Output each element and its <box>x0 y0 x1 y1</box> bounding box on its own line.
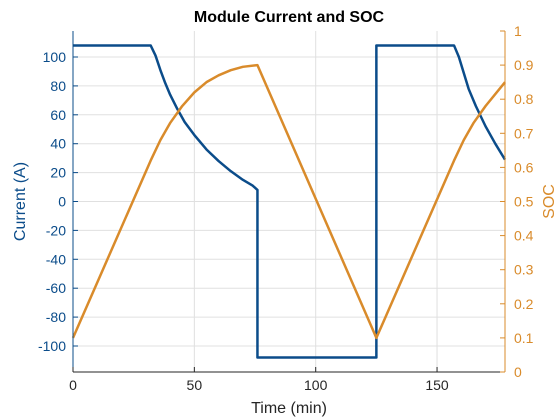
series-current-line <box>73 44 507 359</box>
y-left-tick-label: 60 <box>50 107 66 123</box>
y-left-tick-label: 20 <box>50 165 66 181</box>
chart-title: Module Current and SOC <box>194 9 385 26</box>
x-tick-label: 0 <box>69 377 77 393</box>
series-soc-line <box>71 63 506 340</box>
ticks: 0 50 100 150 100 80 60 40 20 0 -20 -40 -60 -80 -100 1 0.… <box>38 23 534 393</box>
y-left-tick-label: 40 <box>50 136 66 152</box>
y-right-tick-label: 0.1 <box>514 330 534 346</box>
y-left-tick-label: 0 <box>58 194 66 210</box>
y-left-tick-label: -100 <box>38 338 66 354</box>
x-tick-label: 50 <box>187 377 203 393</box>
y-left-tick-label: -60 <box>46 280 66 296</box>
y-right-tick-label: 1 <box>514 23 522 39</box>
y-right-tick-label: 0 <box>514 364 522 380</box>
x-tick-label: 150 <box>425 377 449 393</box>
y-right-tick-label: 0.5 <box>514 194 534 210</box>
y-right-tick-label: 0.7 <box>514 125 534 141</box>
x-tick-label: 100 <box>304 377 328 393</box>
x-axis-label: Time (min) <box>251 400 327 417</box>
y-left-tick-label: -20 <box>46 222 66 238</box>
y-left-tick-label: -40 <box>46 251 66 267</box>
y-left-tick-label: 100 <box>43 49 67 65</box>
y-right-tick-label: 0.6 <box>514 159 534 175</box>
y-right-tick-label: 0.3 <box>514 262 534 278</box>
y-right-tick-label: 0.2 <box>514 296 534 312</box>
grid <box>72 31 505 372</box>
y-right-tick-label: 0.8 <box>514 91 534 107</box>
y-left-tick-label: 80 <box>50 78 66 94</box>
y-axis-left-label: Current (A) <box>12 162 29 241</box>
y-right-tick-label: 0.9 <box>514 57 534 73</box>
y-axis-right-label: SOC <box>541 184 558 219</box>
y-right-tick-label: 0.4 <box>514 228 534 244</box>
series-layer <box>71 44 507 359</box>
y-left-tick-label: -80 <box>46 309 66 325</box>
